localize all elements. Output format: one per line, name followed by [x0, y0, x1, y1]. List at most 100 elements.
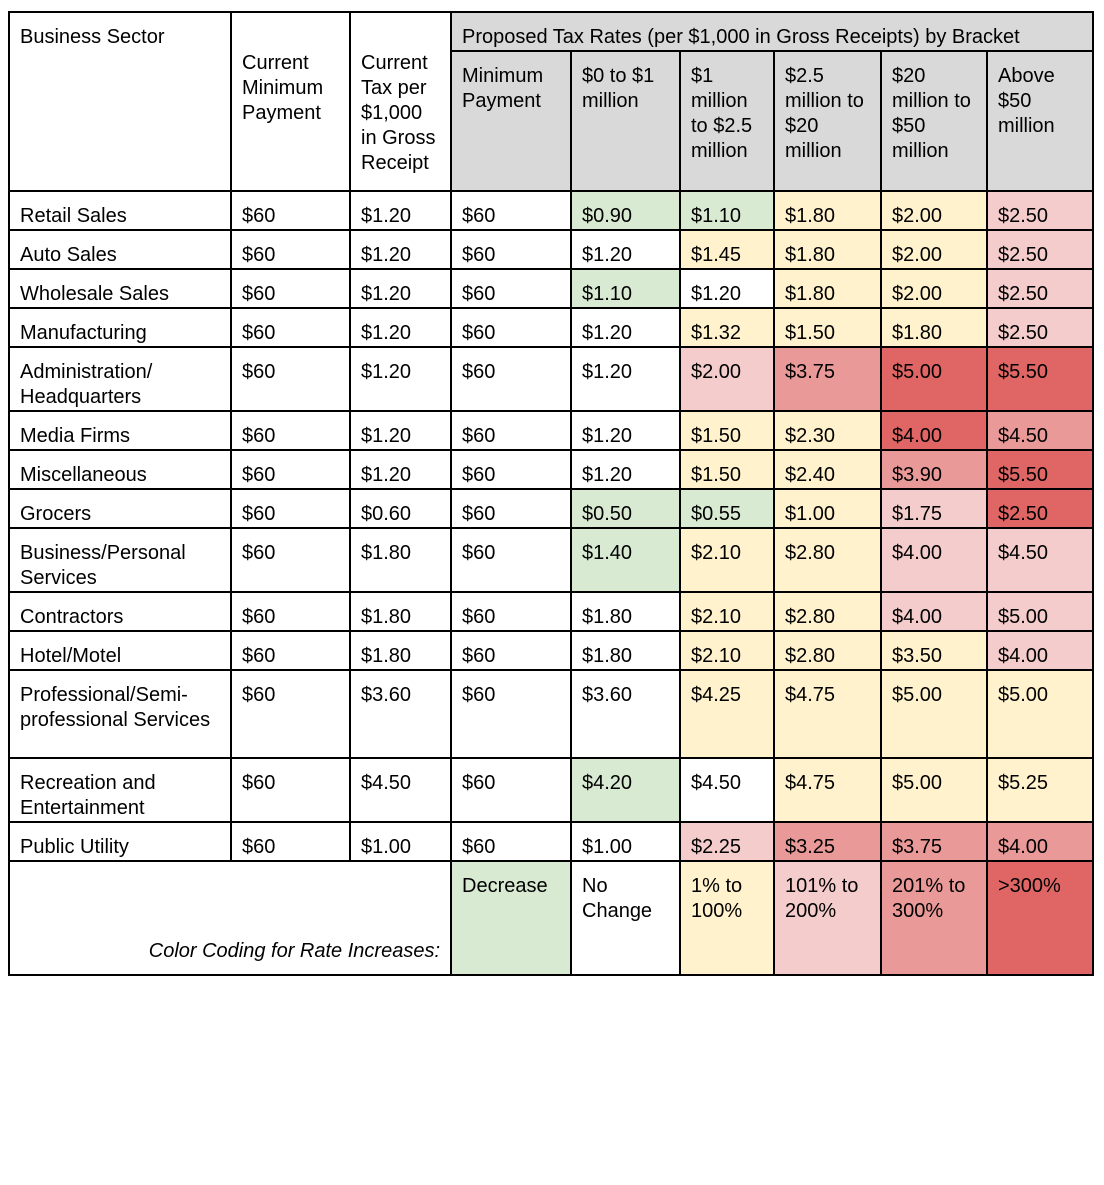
legend-item: 201% to 300% [880, 860, 988, 976]
rate-above-50m: $5.00 [986, 591, 1094, 632]
current-tax-rate: $1.80 [349, 630, 452, 671]
rate-2-5m-20m: $3.25 [773, 821, 882, 862]
sector-name: Miscellaneous [8, 449, 232, 490]
table-row: Manufacturing $60 $1.20 $60 $1.20 $1.32 $1.50 $… [8, 307, 1094, 348]
proposed-minimum-payment: $60 [450, 190, 572, 231]
header-bracket-1m-2-5m: $1 million to $2.5 million [679, 50, 775, 192]
rate-2-5m-20m: $2.80 [773, 630, 882, 671]
sector-name: Grocers [8, 488, 232, 529]
rate-1m-2-5m: $4.50 [679, 757, 775, 823]
rate-1m-2-5m: $1.50 [679, 410, 775, 451]
current-minimum-payment: $60 [230, 591, 351, 632]
proposed-minimum-payment: $60 [450, 346, 572, 412]
rate-above-50m: $5.25 [986, 757, 1094, 823]
table-row: Business/Personal Services $60 $1.80 $60 $1.… [8, 527, 1094, 593]
current-tax-rate: $1.20 [349, 190, 452, 231]
table-row: Recreation and Entertainment $60 $4.50 $60 $… [8, 757, 1094, 823]
rate-0-1m: $1.80 [570, 591, 681, 632]
rate-20m-50m: $4.00 [880, 527, 988, 593]
legend-item: 1% to 100% [679, 860, 775, 976]
sector-name: Hotel/Motel [8, 630, 232, 671]
rate-1m-2-5m: $4.25 [679, 669, 775, 759]
rate-above-50m: $5.50 [986, 346, 1094, 412]
table-row: Retail Sales $60 $1.20 $60 $0.90 $1.10 $1.80 $2… [8, 190, 1094, 231]
rate-2-5m-20m: $2.80 [773, 527, 882, 593]
header-bracket-above-50m: Above $50 million [986, 50, 1094, 192]
current-minimum-payment: $60 [230, 449, 351, 490]
current-minimum-payment: $60 [230, 630, 351, 671]
rate-20m-50m: $5.00 [880, 757, 988, 823]
rate-above-50m: $4.00 [986, 821, 1094, 862]
rate-0-1m: $4.20 [570, 757, 681, 823]
rate-2-5m-20m: $1.50 [773, 307, 882, 348]
current-minimum-payment: $60 [230, 488, 351, 529]
current-tax-rate: $1.20 [349, 268, 452, 309]
header-current-tax-rate: Current Tax per $1,000 in Gross Receipt [349, 11, 452, 192]
rate-0-1m: $0.90 [570, 190, 681, 231]
proposed-minimum-payment: $60 [450, 449, 572, 490]
proposed-minimum-payment: $60 [450, 488, 572, 529]
sector-name: Professional/Semi-professional Services [8, 669, 232, 759]
rate-2-5m-20m: $1.80 [773, 229, 882, 270]
current-tax-rate: $1.20 [349, 229, 452, 270]
sector-name: Contractors [8, 591, 232, 632]
rate-1m-2-5m: $2.25 [679, 821, 775, 862]
header-current-minimum-payment: Current Minimum Payment [230, 11, 351, 192]
current-tax-rate: $4.50 [349, 757, 452, 823]
rate-2-5m-20m: $3.75 [773, 346, 882, 412]
proposed-minimum-payment: $60 [450, 821, 572, 862]
current-minimum-payment: $60 [230, 229, 351, 270]
rate-1m-2-5m: $2.00 [679, 346, 775, 412]
current-tax-rate: $0.60 [349, 488, 452, 529]
rate-20m-50m: $4.00 [880, 410, 988, 451]
sector-name: Administration/ Headquarters [8, 346, 232, 412]
rate-2-5m-20m: $4.75 [773, 757, 882, 823]
proposed-minimum-payment: $60 [450, 591, 572, 632]
rate-20m-50m: $3.90 [880, 449, 988, 490]
legend-item: 101% to 200% [773, 860, 882, 976]
rate-1m-2-5m: $2.10 [679, 527, 775, 593]
table-row: Wholesale Sales $60 $1.20 $60 $1.10 $1.20 $1.8… [8, 268, 1094, 309]
proposed-minimum-payment: $60 [450, 757, 572, 823]
sector-name: Public Utility [8, 821, 232, 862]
proposed-minimum-payment: $60 [450, 527, 572, 593]
sector-name: Media Firms [8, 410, 232, 451]
rate-2-5m-20m: $2.30 [773, 410, 882, 451]
table-row: Public Utility $60 $1.00 $60 $1.00 $2.25 $3.25… [8, 821, 1094, 862]
rate-1m-2-5m: $2.10 [679, 591, 775, 632]
sector-name: Retail Sales [8, 190, 232, 231]
current-tax-rate: $1.80 [349, 591, 452, 632]
rate-20m-50m: $2.00 [880, 190, 988, 231]
rate-1m-2-5m: $2.10 [679, 630, 775, 671]
current-tax-rate: $3.60 [349, 669, 452, 759]
rate-2-5m-20m: $1.00 [773, 488, 882, 529]
rate-above-50m: $5.00 [986, 669, 1094, 759]
rate-2-5m-20m: $4.75 [773, 669, 882, 759]
rate-20m-50m: $3.75 [880, 821, 988, 862]
rate-2-5m-20m: $1.80 [773, 268, 882, 309]
rate-2-5m-20m: $2.40 [773, 449, 882, 490]
rate-above-50m: $4.50 [986, 527, 1094, 593]
rate-above-50m: $2.50 [986, 307, 1094, 348]
rate-1m-2-5m: $1.20 [679, 268, 775, 309]
rate-20m-50m: $4.00 [880, 591, 988, 632]
rate-0-1m: $1.20 [570, 229, 681, 270]
current-minimum-payment: $60 [230, 821, 351, 862]
rate-20m-50m: $3.50 [880, 630, 988, 671]
header-proposed-tax-rates: Proposed Tax Rates (per $1,000 in Gross … [450, 11, 1094, 52]
proposed-minimum-payment: $60 [450, 307, 572, 348]
rate-1m-2-5m: $1.45 [679, 229, 775, 270]
current-minimum-payment: $60 [230, 307, 351, 348]
table-row: Administration/ Headquarters $60 $1.20 $60 $… [8, 346, 1094, 412]
proposed-minimum-payment: $60 [450, 410, 572, 451]
proposed-minimum-payment: $60 [450, 229, 572, 270]
current-tax-rate: $1.00 [349, 821, 452, 862]
tax-rate-table: Business Sector Current Minimum Payment … [8, 11, 1094, 976]
table-row: Professional/Semi-professional Services $… [8, 669, 1094, 759]
sector-name: Auto Sales [8, 229, 232, 270]
current-minimum-payment: $60 [230, 669, 351, 759]
current-tax-rate: $1.20 [349, 449, 452, 490]
rate-above-50m: $4.50 [986, 410, 1094, 451]
current-minimum-payment: $60 [230, 346, 351, 412]
sector-name: Recreation and Entertainment [8, 757, 232, 823]
